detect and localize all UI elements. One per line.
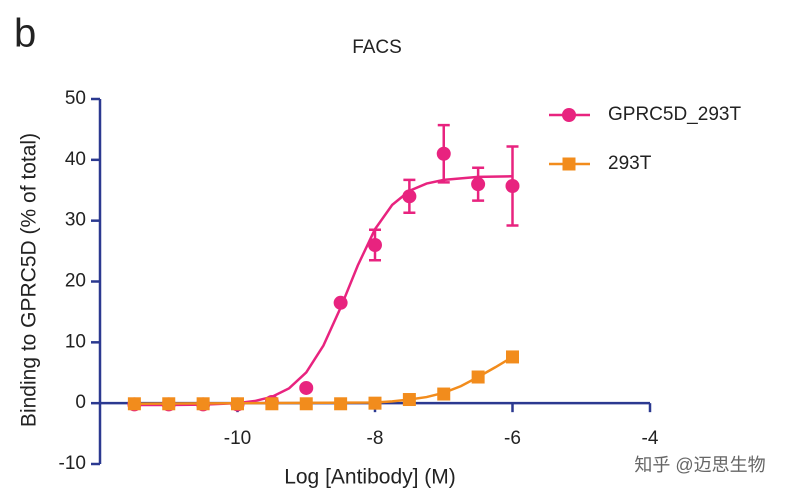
legend-label: GPRC5D_293T xyxy=(608,104,741,125)
data-point xyxy=(471,177,486,192)
x-tick-label: -8 xyxy=(367,428,384,449)
x-tick-label: -10 xyxy=(224,428,251,449)
data-point xyxy=(402,393,416,407)
y-tick-label: -10 xyxy=(59,453,86,474)
legend-marker xyxy=(562,108,576,122)
data-point xyxy=(368,238,382,252)
y-tick-label: 10 xyxy=(65,331,86,352)
data-point xyxy=(437,387,451,401)
x-tick-label: -6 xyxy=(504,428,521,449)
y-axis-label: Binding to GPRC5D (% of total) xyxy=(18,133,41,427)
y-tick-label: 20 xyxy=(65,271,86,292)
data-point xyxy=(333,295,348,310)
y-tick-label: 40 xyxy=(65,149,86,170)
y-tick-label: 0 xyxy=(75,392,86,413)
data-point xyxy=(299,397,313,411)
data-point xyxy=(471,370,485,384)
legend-marker xyxy=(562,157,576,171)
data-point xyxy=(506,350,519,364)
data-point xyxy=(334,397,348,411)
y-tick-label: 50 xyxy=(65,88,86,109)
fit-curve xyxy=(134,175,513,407)
watermark: 知乎 @迈思生物 xyxy=(634,455,765,475)
legend-label: 293T xyxy=(608,153,652,174)
data-point xyxy=(436,146,451,161)
data-point xyxy=(231,397,244,411)
x-axis-label: Log [Antibody] (M) xyxy=(284,466,456,489)
x-tick-label: -4 xyxy=(642,428,659,449)
data-point xyxy=(402,189,417,204)
data-point xyxy=(299,380,314,395)
data-point xyxy=(368,396,382,410)
chart-title: FACS xyxy=(352,37,402,58)
data-point xyxy=(265,397,279,411)
data-point xyxy=(505,178,520,193)
panel-label: b xyxy=(14,12,36,56)
data-point xyxy=(196,397,210,411)
y-tick-label: 30 xyxy=(65,210,86,231)
data-point xyxy=(162,397,176,411)
data-point xyxy=(127,397,141,411)
fit-curve xyxy=(134,355,514,406)
